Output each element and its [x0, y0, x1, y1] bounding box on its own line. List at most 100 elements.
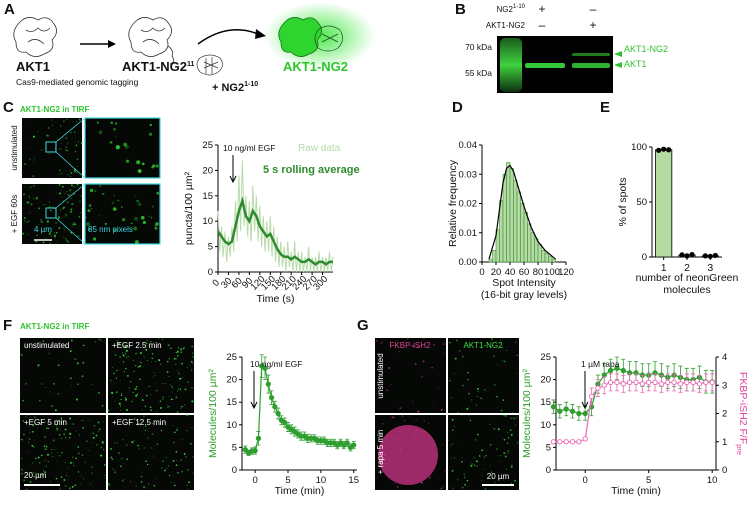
speckle [36, 234, 38, 237]
speckle [179, 377, 182, 380]
speckle [69, 432, 72, 435]
speckle [44, 459, 46, 461]
ng2-sup: 1-10 [244, 81, 258, 88]
data-point [344, 440, 350, 446]
image-label: AKT1-NG2 [463, 341, 503, 350]
speckle [28, 438, 31, 441]
speckle [59, 172, 61, 174]
band [572, 63, 610, 68]
speckle [140, 475, 143, 478]
speckle [122, 361, 125, 363]
speckle [132, 359, 134, 361]
speckle [480, 397, 482, 400]
data-point [255, 435, 262, 442]
speckle [148, 132, 153, 136]
speckle [137, 202, 142, 207]
speckle [92, 384, 93, 385]
speckle [55, 420, 57, 422]
speckle [126, 409, 128, 411]
speckle [166, 360, 169, 363]
speckle [191, 345, 193, 348]
speckle [19, 376, 21, 378]
ng2-fragment [196, 54, 223, 76]
speckle [482, 448, 484, 450]
speckle [92, 237, 97, 241]
y-tick-label: 0 [546, 465, 551, 476]
speckle [464, 476, 466, 478]
speckle [478, 455, 481, 457]
speckle [59, 217, 61, 219]
speckle [502, 480, 504, 481]
speckle [148, 483, 150, 485]
speckle [507, 437, 510, 439]
speckle [78, 186, 80, 188]
y-tick-label: 25 [226, 352, 237, 363]
x-axis-label: Time (min) [275, 485, 325, 497]
speckle [66, 119, 68, 121]
data-point [242, 447, 248, 453]
zoom-frame [84, 117, 161, 179]
speckle [35, 240, 38, 243]
speckle [140, 481, 143, 483]
speckle [151, 361, 152, 363]
sign: – [539, 18, 546, 32]
speckle [502, 414, 505, 417]
speckle [60, 125, 62, 127]
barrel [314, 25, 343, 52]
speckle [392, 416, 395, 418]
speckle [65, 149, 67, 151]
speckle [148, 215, 150, 217]
histogram-bar [544, 252, 549, 263]
x-tick-label: 0 [210, 277, 222, 289]
speckle [180, 458, 183, 462]
speckle [416, 345, 419, 348]
speckle [37, 223, 40, 226]
speckle [52, 206, 54, 208]
speckle [73, 185, 76, 188]
speckle [137, 169, 142, 173]
speckle [81, 454, 84, 456]
speckle [467, 378, 469, 381]
speckle [186, 381, 189, 384]
speckle [58, 184, 61, 186]
speckle [459, 367, 461, 369]
speckle [52, 439, 55, 442]
speckle [59, 488, 62, 491]
y-tick-label: 15 [540, 397, 551, 408]
speckle [510, 464, 513, 467]
speckle [160, 407, 162, 409]
speckle [48, 232, 51, 235]
sign: – [590, 2, 597, 16]
speckle [505, 468, 508, 470]
speckle [74, 150, 76, 153]
speckle [423, 420, 426, 422]
speckle [69, 487, 71, 489]
x-tick-label: 20 [491, 267, 502, 278]
speckle [114, 354, 117, 356]
speckle [415, 419, 417, 422]
image-label: 85 nm pixels [88, 225, 133, 234]
speckle [30, 186, 32, 188]
speckle [64, 484, 67, 487]
speckle [28, 452, 30, 453]
speckle [31, 444, 34, 447]
speckle [90, 207, 93, 210]
y2-tick-label: 3 [722, 380, 727, 391]
speckle [45, 134, 47, 136]
speckle [409, 416, 411, 418]
speckle [58, 419, 61, 422]
speckle [101, 404, 104, 407]
speckle [32, 175, 35, 177]
speckle [136, 160, 141, 165]
panel-label: A [4, 1, 15, 18]
speckle [454, 457, 456, 459]
speckle [463, 473, 466, 476]
speckle [449, 380, 451, 382]
speckle [57, 364, 60, 367]
speckle [145, 348, 148, 351]
speckle [20, 427, 21, 428]
x-tick-label: 10 [707, 475, 718, 486]
histogram-bar [534, 238, 539, 263]
speckle [172, 425, 174, 426]
speckle [461, 415, 463, 417]
